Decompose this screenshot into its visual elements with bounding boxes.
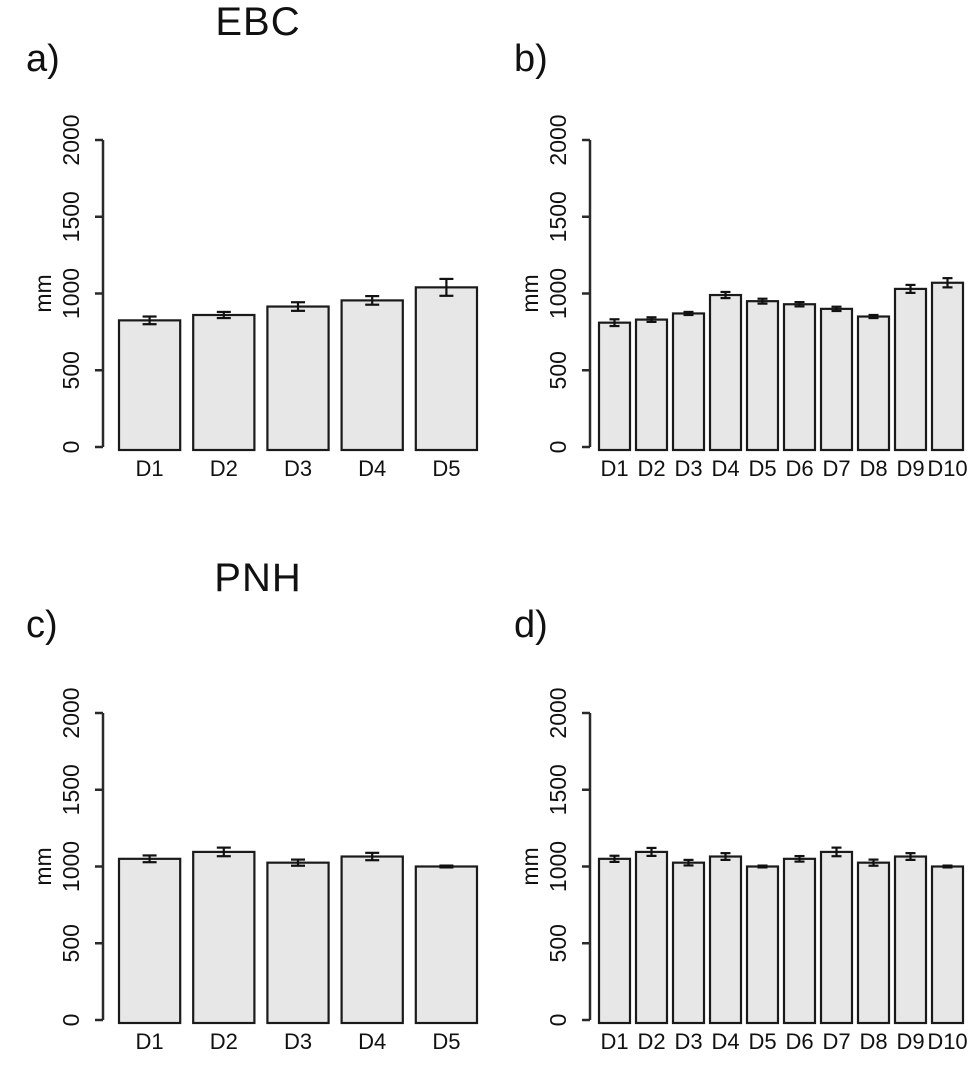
x-category-label: D1: [136, 1029, 164, 1054]
x-category-label: D10: [927, 1029, 967, 1054]
y-tick-label: 1000: [58, 841, 84, 892]
bar-d-D5: [745, 865, 780, 1025]
x-category-label: D2: [637, 456, 665, 481]
bar-c-D1: [117, 857, 182, 1025]
bar-d-D8: [856, 861, 891, 1025]
x-category-label: D10: [927, 456, 967, 481]
x-category-label: D9: [896, 456, 924, 481]
x-category-label: D3: [674, 456, 702, 481]
bar-a-D1: [117, 319, 182, 452]
bar-chart-ebc-5day: 0 500 1000 1500 2000 mm D1 D2 D3 D4 D5: [30, 114, 479, 481]
bar-a-D2: [192, 313, 256, 452]
x-category-label: D1: [136, 456, 164, 481]
x-category-label: D5: [432, 1029, 460, 1054]
bar-a-D3: [266, 305, 330, 452]
y-tick-label: 0: [545, 1014, 571, 1027]
panel-label-c: c): [26, 604, 58, 646]
y-tick-label: 2000: [58, 687, 84, 738]
panel-label-a: a): [26, 38, 60, 80]
bar-b-D3: [671, 312, 706, 452]
panel-label-d: d): [514, 604, 548, 646]
x-category-label: D8: [859, 1029, 887, 1054]
x-category-label: D7: [822, 456, 850, 481]
y-tick-label: 1500: [58, 191, 84, 242]
y-tick-label: 2000: [545, 114, 571, 165]
bar-b-D4: [708, 293, 743, 452]
x-category-label: D8: [859, 456, 887, 481]
x-category-label: D4: [358, 1029, 386, 1054]
bar-a-D4: [340, 299, 404, 452]
bar-c-D2: [192, 850, 256, 1025]
bar-d-D9: [893, 855, 928, 1025]
bar-b-D7: [819, 307, 854, 452]
bar-b-D5: [745, 300, 780, 452]
x-category-label: D3: [674, 1029, 702, 1054]
bar-c-D3: [266, 861, 330, 1025]
x-category-label: D5: [748, 1029, 776, 1054]
y-tick-label: 500: [545, 351, 571, 389]
section-title-pnh: PNH: [214, 556, 302, 600]
x-category-label: D4: [711, 456, 739, 481]
x-category-label: D5: [748, 456, 776, 481]
x-category-label: D4: [358, 456, 386, 481]
y-tick-label: 0: [545, 441, 571, 454]
bar-d-D7: [819, 850, 854, 1025]
bar-c-D4: [340, 855, 404, 1025]
x-category-label: D3: [284, 1029, 312, 1054]
y-tick-label: 500: [58, 351, 84, 389]
y-tick-label: 1000: [545, 841, 571, 892]
y-tick-label: 0: [58, 441, 84, 454]
bar-chart-ebc-10day: 0 500 1000 1500 2000 mm D1 D2 D3 D4 D5 D6 D7 D8 D9 D10: [517, 114, 968, 481]
bar-b-D1: [597, 321, 632, 452]
bar-d-D1: [597, 857, 632, 1025]
y-tick-label: 1000: [545, 268, 571, 319]
bar-c-D5: [414, 865, 479, 1025]
x-category-label: D6: [785, 1029, 813, 1054]
bar-b-D10: [930, 281, 965, 452]
y-axis-title: mm: [30, 274, 56, 312]
x-category-label: D2: [210, 1029, 238, 1054]
x-category-label: D5: [432, 456, 460, 481]
x-category-label: D3: [284, 456, 312, 481]
x-category-label: D1: [600, 456, 628, 481]
x-category-label: D4: [711, 1029, 739, 1054]
y-tick-label: 2000: [58, 114, 84, 165]
y-axis-title: mm: [517, 847, 543, 885]
bar-d-D6: [782, 857, 817, 1025]
bar-d-D4: [708, 855, 743, 1025]
x-category-label: D7: [822, 1029, 850, 1054]
bar-b-D8: [856, 315, 891, 452]
panel-label-b: b): [514, 38, 548, 80]
y-tick-label: 1500: [545, 764, 571, 815]
bar-a-D5: [414, 286, 479, 452]
y-tick-label: 2000: [545, 687, 571, 738]
x-category-label: D9: [896, 1029, 924, 1054]
bar-d-D10: [930, 865, 965, 1025]
y-tick-label: 500: [58, 924, 84, 962]
y-axis-title: mm: [30, 847, 56, 885]
y-tick-label: 1500: [58, 764, 84, 815]
y-axis-title: mm: [517, 274, 543, 312]
x-category-label: D6: [785, 456, 813, 481]
bar-b-D6: [782, 303, 817, 452]
bar-chart-pnh-10day: 0 500 1000 1500 2000 mm D1 D2 D3 D4 D5 D6 D7 D8 D9 D10: [517, 687, 968, 1054]
y-tick-label: 500: [545, 924, 571, 962]
bar-d-D3: [671, 861, 706, 1025]
bar-d-D2: [634, 850, 669, 1025]
bar-chart-pnh-5day: 0 500 1000 1500 2000 mm D1 D2 D3 D4 D5: [30, 687, 479, 1054]
x-category-label: D1: [600, 1029, 628, 1054]
section-title-ebc: EBC: [215, 0, 301, 44]
y-tick-label: 1500: [545, 191, 571, 242]
x-category-label: D2: [637, 1029, 665, 1054]
bar-b-D2: [634, 318, 669, 452]
y-tick-label: 0: [58, 1014, 84, 1027]
x-category-label: D2: [210, 456, 238, 481]
y-tick-label: 1000: [58, 268, 84, 319]
bar-b-D9: [893, 287, 928, 452]
